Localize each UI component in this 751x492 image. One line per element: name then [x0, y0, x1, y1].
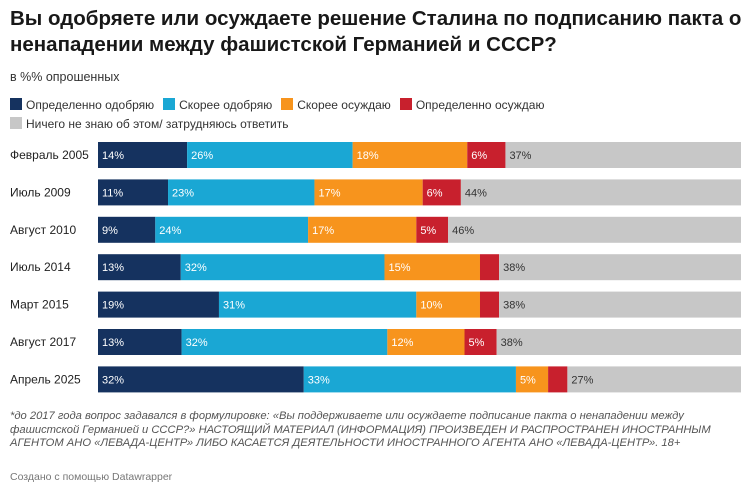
data-label: 9%: [102, 225, 118, 237]
data-label: 5%: [469, 337, 485, 349]
bar-segment: [479, 254, 500, 281]
data-label: 38%: [501, 337, 523, 349]
bar-segment: [98, 291, 219, 318]
data-label: 6%: [471, 150, 487, 162]
legend-label: Ничего не знаю об этом/ затрудняюсь отве…: [26, 117, 289, 131]
category-label: Июль 2009: [10, 185, 71, 199]
chart-subtitle: в %% опрошенных: [10, 70, 120, 84]
data-label: 13%: [102, 262, 124, 274]
data-label: 11%: [102, 187, 123, 199]
category-label: Август 2017: [10, 335, 76, 349]
data-label: 24%: [159, 225, 181, 237]
bar-segment: [460, 179, 741, 206]
data-label: 26%: [191, 150, 213, 162]
legend-item: Скорее осуждаю: [281, 96, 391, 115]
legend-label: Скорее одобряю: [179, 98, 273, 112]
data-label: 17%: [318, 187, 340, 199]
bar-segment: [181, 329, 388, 355]
bar-segment: [467, 142, 506, 168]
legend-label: Скорее осуждаю: [297, 98, 391, 112]
data-label: 46%: [452, 225, 474, 237]
chart-legend: Определенно одобряю Скорее одобряю Скорее …: [10, 96, 735, 134]
legend-item: Ничего не знаю об этом/ затрудняюсь отве…: [10, 115, 289, 134]
bar-segment: [352, 142, 468, 168]
legend-item: Определенно одобряю: [10, 96, 154, 115]
legend-item: Определенно осуждаю: [399, 96, 545, 115]
data-label: 10%: [420, 300, 442, 312]
data-label: 32%: [185, 262, 207, 274]
bar-segment: [422, 179, 461, 206]
bar-segment: [98, 179, 169, 206]
bar-segment: [387, 329, 465, 355]
bar-segment: [308, 216, 417, 243]
data-label: 44%: [465, 187, 487, 199]
bar-segment: [499, 291, 741, 318]
legend-swatch: [163, 98, 176, 110]
data-label: 23%: [172, 187, 194, 199]
data-label: 32%: [102, 374, 124, 386]
bar-segment: [499, 254, 741, 281]
category-label: Август 2010: [10, 223, 76, 237]
legend-item: Скорее одобряю: [163, 96, 272, 115]
data-label: 15%: [388, 262, 410, 274]
bar-segment: [98, 254, 181, 281]
bar-segment: [384, 254, 480, 281]
data-label: 37%: [509, 150, 531, 162]
bar-segment: [155, 216, 309, 243]
credit-link[interactable]: Создано с помощью Datawrapper: [10, 471, 173, 483]
bar-segment: [548, 366, 568, 393]
data-label: 14%: [102, 150, 124, 162]
bar-segment: [218, 291, 417, 318]
legend-label: Определенно одобряю: [26, 98, 155, 112]
data-label: 33%: [308, 374, 330, 386]
data-label: 12%: [391, 337, 413, 349]
data-label: 19%: [102, 300, 124, 312]
data-label: 6%: [427, 187, 443, 199]
category-label: Март 2015: [10, 298, 69, 312]
data-label: 5%: [520, 374, 536, 386]
bar-segment: [479, 291, 500, 318]
legend-swatch: [10, 117, 22, 129]
bar-segment: [180, 254, 385, 281]
data-label: 32%: [186, 337, 208, 349]
stacked-bar-chart: Февраль 2005 14% 26% 18% 6% 37% Июль 2009 11% 23…: [10, 142, 741, 393]
bar-segment: [567, 366, 741, 393]
bar-segment: [98, 216, 156, 243]
legend-label: Определенно осуждаю: [415, 98, 545, 112]
category-label: Апрель 2025: [10, 372, 81, 386]
data-label: 18%: [357, 150, 379, 162]
data-label: 38%: [503, 300, 525, 312]
legend-swatch: [10, 98, 22, 110]
bar-segment: [505, 142, 741, 168]
data-label: 31%: [223, 300, 245, 312]
bar-segment: [98, 366, 304, 393]
legend-swatch: [281, 98, 294, 110]
bar-segment: [496, 329, 741, 355]
footnote: *до 2017 года вопрос задавался в формули…: [10, 410, 711, 449]
data-label: 38%: [503, 262, 525, 274]
bar-segment: [464, 329, 497, 355]
bar-segment: [416, 216, 449, 243]
bar-segment: [303, 366, 516, 393]
category-label: Февраль 2005: [10, 148, 89, 162]
bar-segment: [98, 142, 188, 168]
bar-segment: [416, 291, 480, 318]
bar-segment: [515, 366, 549, 393]
chart-title: Вы одобряете или осуждаете решение Стали…: [10, 7, 742, 56]
data-label: 17%: [312, 225, 334, 237]
legend-swatch: [399, 98, 412, 110]
category-label: Июль 2014: [10, 260, 71, 274]
bar-segment: [314, 179, 423, 206]
data-label: 27%: [571, 374, 593, 386]
bar-segment: [98, 329, 182, 355]
bar-segment: [448, 216, 741, 243]
bar-segment: [187, 142, 353, 168]
data-label: 5%: [420, 225, 436, 237]
data-label: 13%: [102, 337, 124, 349]
bar-segment: [168, 179, 315, 206]
